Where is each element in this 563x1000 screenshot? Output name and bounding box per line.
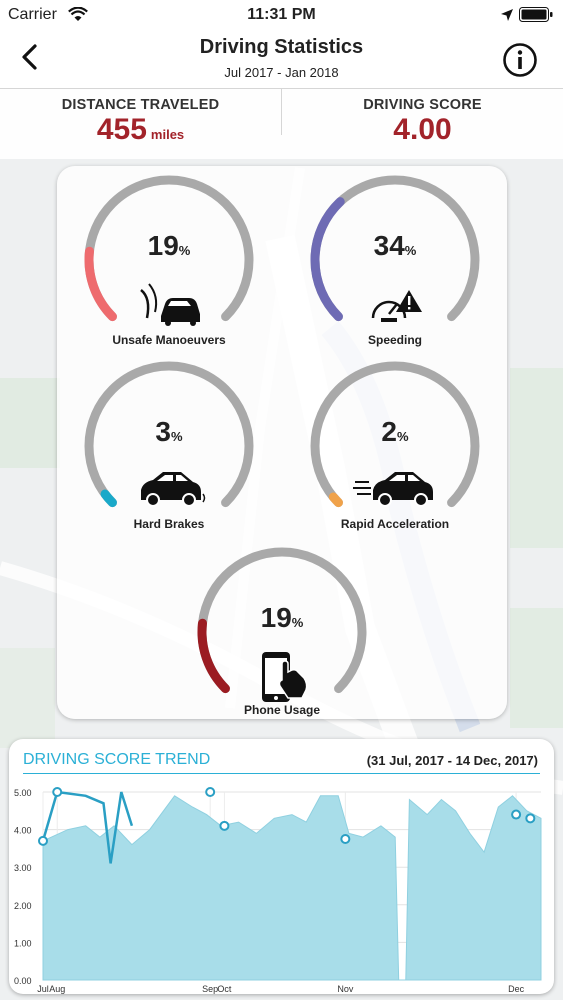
gauge-value-arc: [197, 618, 230, 694]
y-tick-label: 4.00: [14, 826, 32, 836]
x-tick-label: Aug: [49, 984, 65, 994]
data-point-marker[interactable]: [52, 787, 63, 797]
gauge-ring: [197, 547, 367, 694]
gauge-track: [84, 361, 254, 508]
gauge-ring: [84, 175, 254, 322]
page-title: Driving Statistics: [199, 36, 364, 58]
gauge-percent: 34%: [305, 230, 485, 262]
wifi-icon: [68, 7, 88, 21]
gauge-value-arc: [328, 492, 343, 508]
data-point-marker[interactable]: [525, 813, 536, 824]
gauge-track: [310, 361, 480, 508]
gauge-ring: [84, 361, 254, 508]
gauge-label: Phone Usage: [243, 703, 321, 717]
distance-value: 455 miles: [0, 113, 281, 147]
gauge-value: 19: [147, 230, 179, 261]
trend-title-underline: [23, 773, 540, 774]
percent-sign: %: [397, 429, 409, 444]
score-label: DRIVING SCORE: [363, 97, 482, 113]
accelerating-car-icon: [353, 472, 433, 507]
gauge-label: Unsafe Manoeuvers: [112, 333, 226, 347]
gauge-value-arc: [84, 246, 117, 322]
date-range-subtitle: Jul 2017 - Jan 2018: [224, 65, 339, 80]
y-tick-label: 1.00: [14, 938, 32, 948]
data-point-marker[interactable]: [511, 809, 522, 820]
phone-touch-icon: [262, 652, 308, 702]
percent-sign: %: [171, 429, 183, 444]
gauge-value: 34: [373, 230, 405, 261]
battery-icon: [519, 7, 553, 22]
gauge-ring: [310, 361, 480, 508]
trend-title: DRIVING SCORE TREND: [23, 751, 211, 768]
gauge-percent: 19%: [79, 230, 259, 262]
status-bar: Carrier 11:31 PM: [0, 0, 563, 30]
gauge-value-arc: [100, 489, 117, 508]
percent-sign: %: [404, 243, 417, 258]
x-tick-label: Dec: [508, 984, 525, 994]
data-point-marker[interactable]: [205, 787, 216, 797]
score-area: [42, 795, 542, 981]
gauge-percent: 3%: [79, 416, 259, 448]
back-chevron-icon[interactable]: [14, 40, 48, 74]
location-arrow-icon: [501, 8, 513, 21]
gauge-ring: [310, 175, 480, 322]
y-tick-label: 0.00: [14, 976, 32, 986]
gauge-label: Rapid Acceleration: [340, 517, 450, 531]
gauge-percent: 2%: [305, 416, 485, 448]
carrier-label: Carrier: [8, 6, 57, 23]
distance-unit: miles: [150, 127, 185, 142]
gauge-card: 19% Unsafe Manoeuvers 34% Speeding 3%: [57, 166, 507, 719]
navigation-bar: Driving Statistics Jul 2017 - Jan 2018: [0, 30, 563, 89]
gauge-value: 3: [155, 416, 171, 447]
data-point-marker[interactable]: [219, 820, 230, 831]
y-tick-label: 2.00: [14, 901, 32, 911]
gauge-hard-brakes[interactable]: 3% Hard Brakes: [79, 356, 259, 536]
x-tick-label: Jul: [37, 984, 49, 994]
gauge-phone-usage[interactable]: 19% Phone Usage: [192, 542, 372, 722]
gauge-unsafe-manoeuvers[interactable]: 19% Unsafe Manoeuvers: [79, 170, 259, 350]
gauge-value: 19: [260, 602, 292, 633]
gauge-rapid-acceleration[interactable]: 2% Rapid Acceleration: [305, 356, 485, 536]
info-icon[interactable]: [502, 42, 538, 78]
distance-summary: DISTANCE TRAVELED 455 miles: [0, 89, 282, 146]
swerving-car-icon: [140, 283, 200, 326]
gauge-value-arc: [310, 197, 345, 322]
trend-card: DRIVING SCORE TREND (31 Jul, 2017 - 14 D…: [9, 739, 554, 994]
gauge-value: 2: [381, 416, 397, 447]
distance-label: DISTANCE TRAVELED: [61, 97, 220, 113]
distance-number: 455: [96, 113, 147, 146]
percent-sign: %: [291, 615, 304, 630]
score-value: 4.00: [393, 113, 452, 146]
data-point-marker[interactable]: [340, 834, 351, 844]
clock: 11:31 PM: [247, 6, 316, 23]
gauge-percent: 19%: [192, 602, 372, 634]
braking-car-icon: [141, 472, 206, 507]
y-tick-label: 5.00: [14, 788, 32, 798]
x-tick-label: Sep: [202, 984, 218, 994]
score-summary: DRIVING SCORE 4.00: [282, 89, 563, 159]
trend-date-range: (31 Jul, 2017 - 14 Dec, 2017): [366, 753, 538, 768]
gauge-label: Speeding: [367, 333, 422, 347]
x-tick-label: Nov: [337, 984, 354, 994]
speedometer-warning-icon: [371, 290, 422, 322]
gauge-speeding[interactable]: 34% Speeding: [305, 170, 485, 350]
y-tick-label: 3.00: [14, 863, 32, 873]
summary-panel: DISTANCE TRAVELED 455 miles DRIVING SCORE…: [0, 89, 563, 159]
data-point-marker[interactable]: [38, 835, 48, 846]
x-tick-label: Oct: [217, 984, 232, 994]
gauge-label: Hard Brakes: [133, 517, 205, 531]
percent-sign: %: [178, 243, 191, 258]
